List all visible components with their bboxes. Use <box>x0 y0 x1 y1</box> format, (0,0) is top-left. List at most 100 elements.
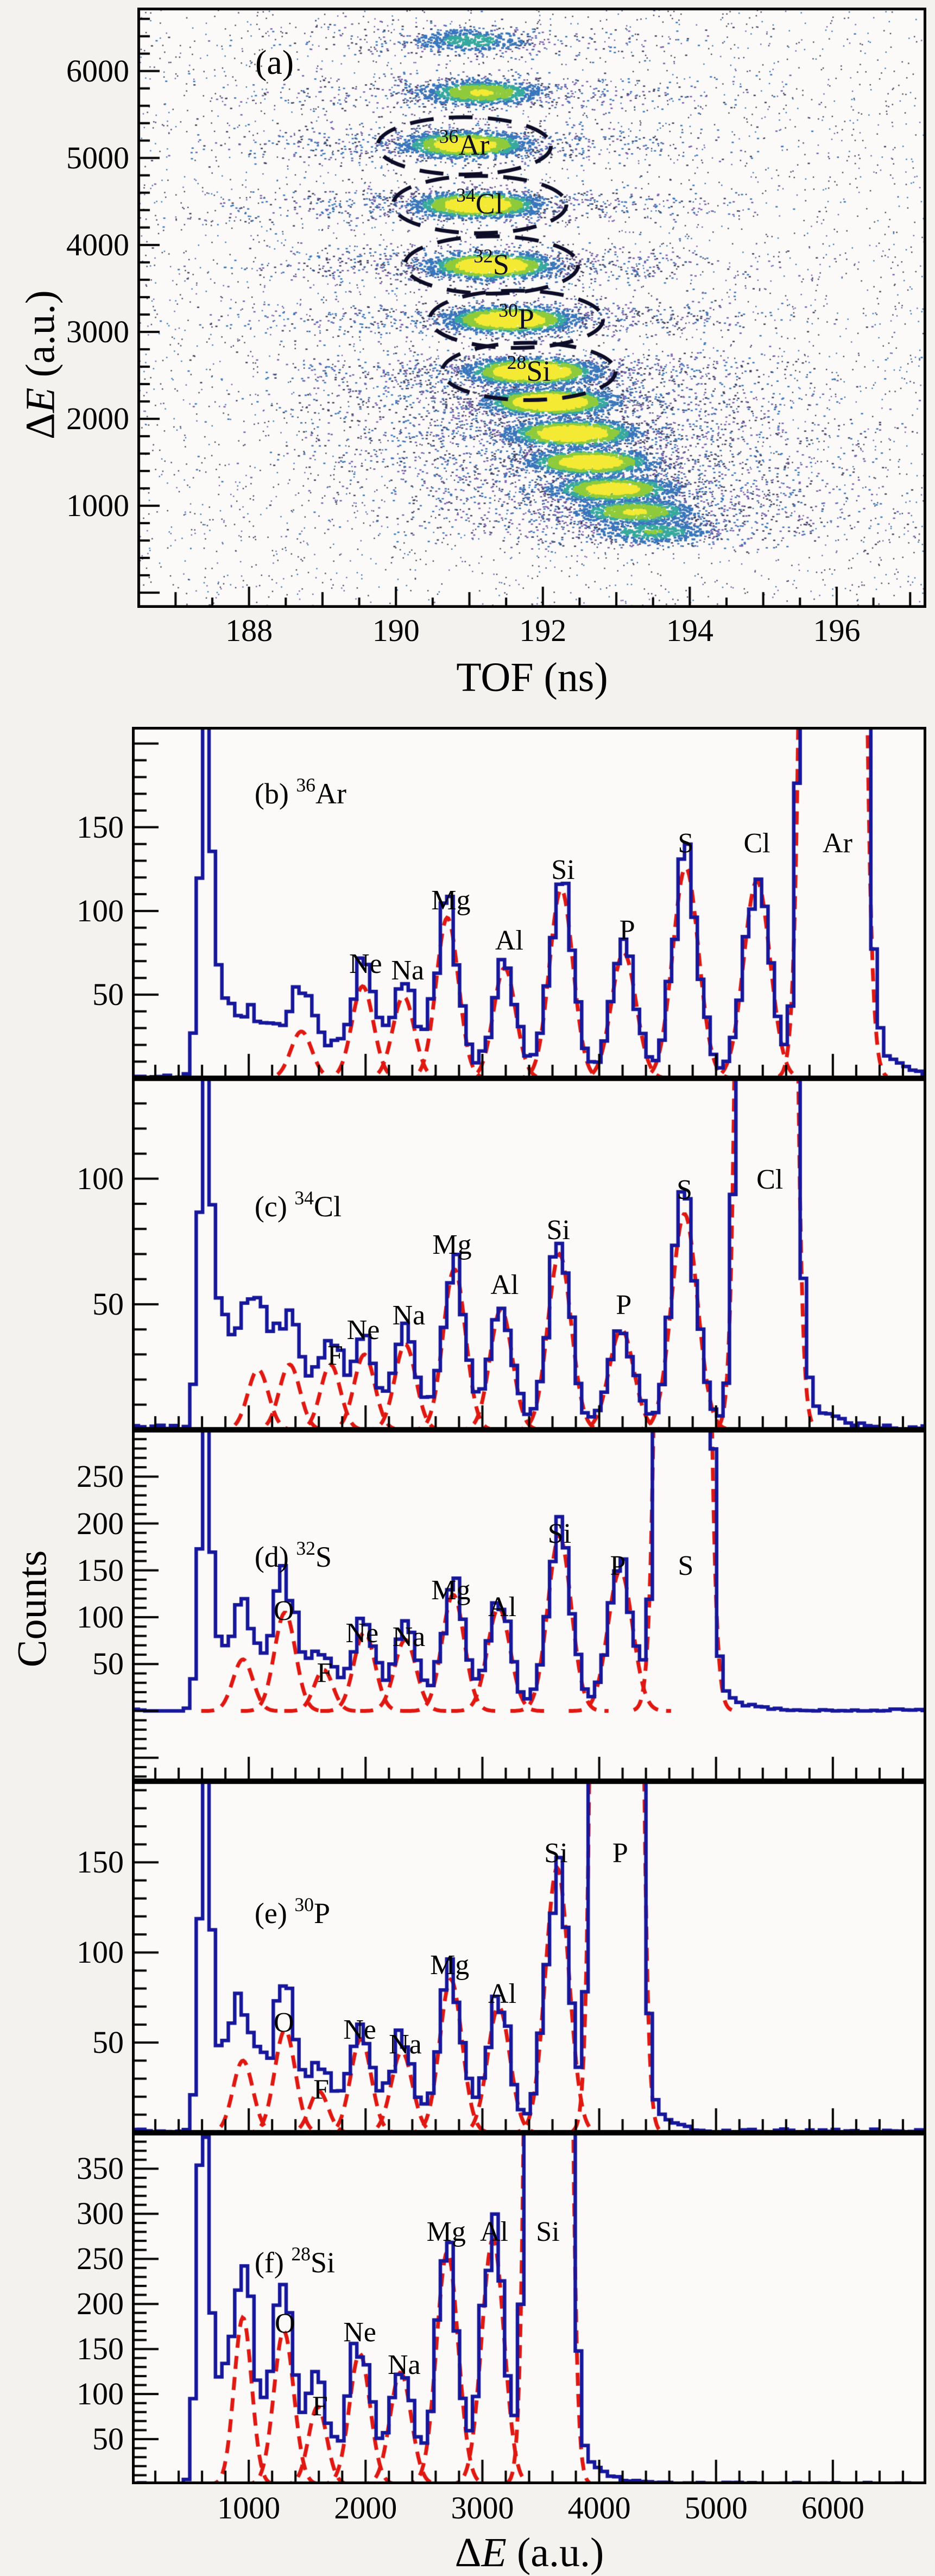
panel-f-y-tick-label: 250 <box>77 2241 124 2277</box>
peak-label-ne: Ne <box>343 2014 376 2045</box>
panel-c-y-tick-label: 50 <box>92 1286 124 1322</box>
panel-c-tag: (c) 34Cl <box>255 1186 342 1223</box>
isotope-mass: 28 <box>507 351 527 373</box>
peak-label-s: S <box>677 1174 693 1205</box>
histograms-x-tick-label: 4000 <box>567 2490 631 2525</box>
panel-e-y-tick-label: 100 <box>77 1934 124 1970</box>
isotope-mass: 34 <box>456 184 476 206</box>
isotope-mass: 32 <box>296 1537 315 1559</box>
panel-b-tag: (b) 36Ar <box>255 774 346 811</box>
panel-d-y-tick-label: 250 <box>77 1459 124 1494</box>
peak-label-f: F <box>327 1340 343 1371</box>
peak-label-ne: Ne <box>343 2317 376 2348</box>
panel-b-plot-area <box>132 727 926 1078</box>
panel-tag-text: (c) <box>254 1190 287 1223</box>
histograms-x-tick-label: 6000 <box>801 2490 864 2525</box>
panel-b-y-tick-label: 150 <box>77 809 124 845</box>
panel-f-y-tick-label: 200 <box>77 2286 124 2322</box>
panel-a-x-tick-label: 192 <box>519 613 567 648</box>
peak-label-ne: Ne <box>346 1315 380 1346</box>
histograms-x-tick-label: 2000 <box>334 2490 397 2525</box>
peak-label-mg: Mg <box>431 884 471 916</box>
peak-label-ar: Ar <box>823 827 852 859</box>
peak-label-ne: Ne <box>349 948 382 979</box>
peak-label-mg: Mg <box>426 2216 466 2247</box>
element-symbol: S <box>492 248 509 281</box>
peak-label-na: Na <box>389 2028 422 2060</box>
ellipse-isotope-label: 28Si <box>464 351 594 388</box>
panel-a-x-tick-label: 190 <box>372 613 420 648</box>
panel-d-y-tick-label: 50 <box>92 1646 124 1682</box>
panel-b-y-tick-label: 50 <box>92 976 124 1012</box>
peak-label-cl: Cl <box>756 1164 784 1196</box>
panel-tag-text: (d) <box>254 1540 289 1573</box>
peak-label-al: Al <box>490 1270 519 1301</box>
panel-f-y-tick-label: 100 <box>77 2376 124 2412</box>
isotope-mass: 28 <box>291 2243 311 2265</box>
element-symbol: P <box>313 1896 330 1930</box>
element-symbol: Cl <box>475 187 503 221</box>
element-symbol: Ar <box>315 777 346 811</box>
ellipse-isotope-label: 30P <box>451 299 582 336</box>
panel-f-y-tick-label: 150 <box>77 2331 124 2367</box>
element-symbol: Si <box>310 2246 336 2279</box>
panel-a-y-tick-label: 6000 <box>66 53 129 89</box>
panel-c-y-tick-label: 100 <box>77 1160 124 1196</box>
panel-d-y-tick-label: 100 <box>77 1599 124 1635</box>
panel-d-plot-area <box>132 1430 926 1781</box>
peak-label-na: Na <box>391 955 425 986</box>
peak-label-al: Al <box>479 2216 508 2247</box>
panel-a-x-axis-title: TOF (ns) <box>456 655 608 700</box>
histograms-x-tick-label: 3000 <box>451 2490 514 2525</box>
panel-d-y-tick-label: 200 <box>77 1505 124 1541</box>
panel-a-x-tick-label: 194 <box>666 613 713 648</box>
element-symbol: S <box>315 1540 332 1573</box>
isotope-mass: 36 <box>296 774 315 796</box>
panel-f-y-tick-label: 50 <box>92 2421 124 2457</box>
panel-e-y-tick-label: 150 <box>77 1844 124 1880</box>
peak-label-cl: Cl <box>743 827 770 859</box>
panel-a-tag: (a) <box>255 43 294 81</box>
peak-label-f: F <box>317 1657 333 1688</box>
peak-label-na: Na <box>387 2349 421 2381</box>
peak-label-o: O <box>273 1595 294 1626</box>
panel-tag-text: (b) <box>254 777 289 811</box>
element-symbol: Cl <box>313 1190 342 1223</box>
isotope-mass: 30 <box>498 299 518 321</box>
delta-symbol: Δ <box>454 2530 482 2575</box>
peak-label-si: Si <box>544 1837 568 1869</box>
peak-label-si: Si <box>536 2216 560 2247</box>
peak-label-p: P <box>612 1837 628 1869</box>
histograms-x-tick-label: 5000 <box>684 2490 748 2525</box>
panel-d-tag: (d) 32S <box>255 1537 332 1574</box>
isotope-mass: 32 <box>473 244 493 267</box>
peak-label-si: Si <box>547 1518 572 1550</box>
energy-symbol: E <box>481 2530 507 2575</box>
panel-c-plot-area <box>132 1078 926 1430</box>
panel-e-y-tick-label: 50 <box>92 2025 124 2060</box>
panel-a-y-tick-label: 3000 <box>66 313 129 349</box>
ellipse-isotope-label: 36Ar <box>399 125 529 162</box>
unit-text: (a.u.) <box>506 2530 604 2575</box>
isotope-mass: 34 <box>294 1186 314 1209</box>
peak-label-al: Al <box>488 1591 517 1623</box>
peak-label-f: F <box>312 2391 328 2422</box>
panel-d-y-tick-label: 150 <box>77 1552 124 1588</box>
panel-e-plot-area <box>132 1781 926 2133</box>
panel-f-y-tick-label: 350 <box>77 2151 124 2187</box>
panel-b-y-tick-label: 100 <box>77 893 124 928</box>
histograms-x-tick-label: 1000 <box>217 2490 281 2525</box>
peak-label-si: Si <box>546 1214 570 1246</box>
peak-label-na: Na <box>392 1621 426 1653</box>
peak-label-al: Al <box>495 925 523 956</box>
peak-label-s: S <box>678 827 694 859</box>
panel-a-y-tick-label: 1000 <box>66 487 129 523</box>
peak-label-mg: Mg <box>430 1949 470 1981</box>
panel-e-tag: (e) 30P <box>255 1893 330 1930</box>
peak-label-ne: Ne <box>345 1618 379 1649</box>
element-symbol: P <box>517 302 534 335</box>
panel-tag-text: (f) <box>254 2246 284 2279</box>
peak-label-mg: Mg <box>431 1574 471 1606</box>
peak-label-o: O <box>275 2308 295 2339</box>
